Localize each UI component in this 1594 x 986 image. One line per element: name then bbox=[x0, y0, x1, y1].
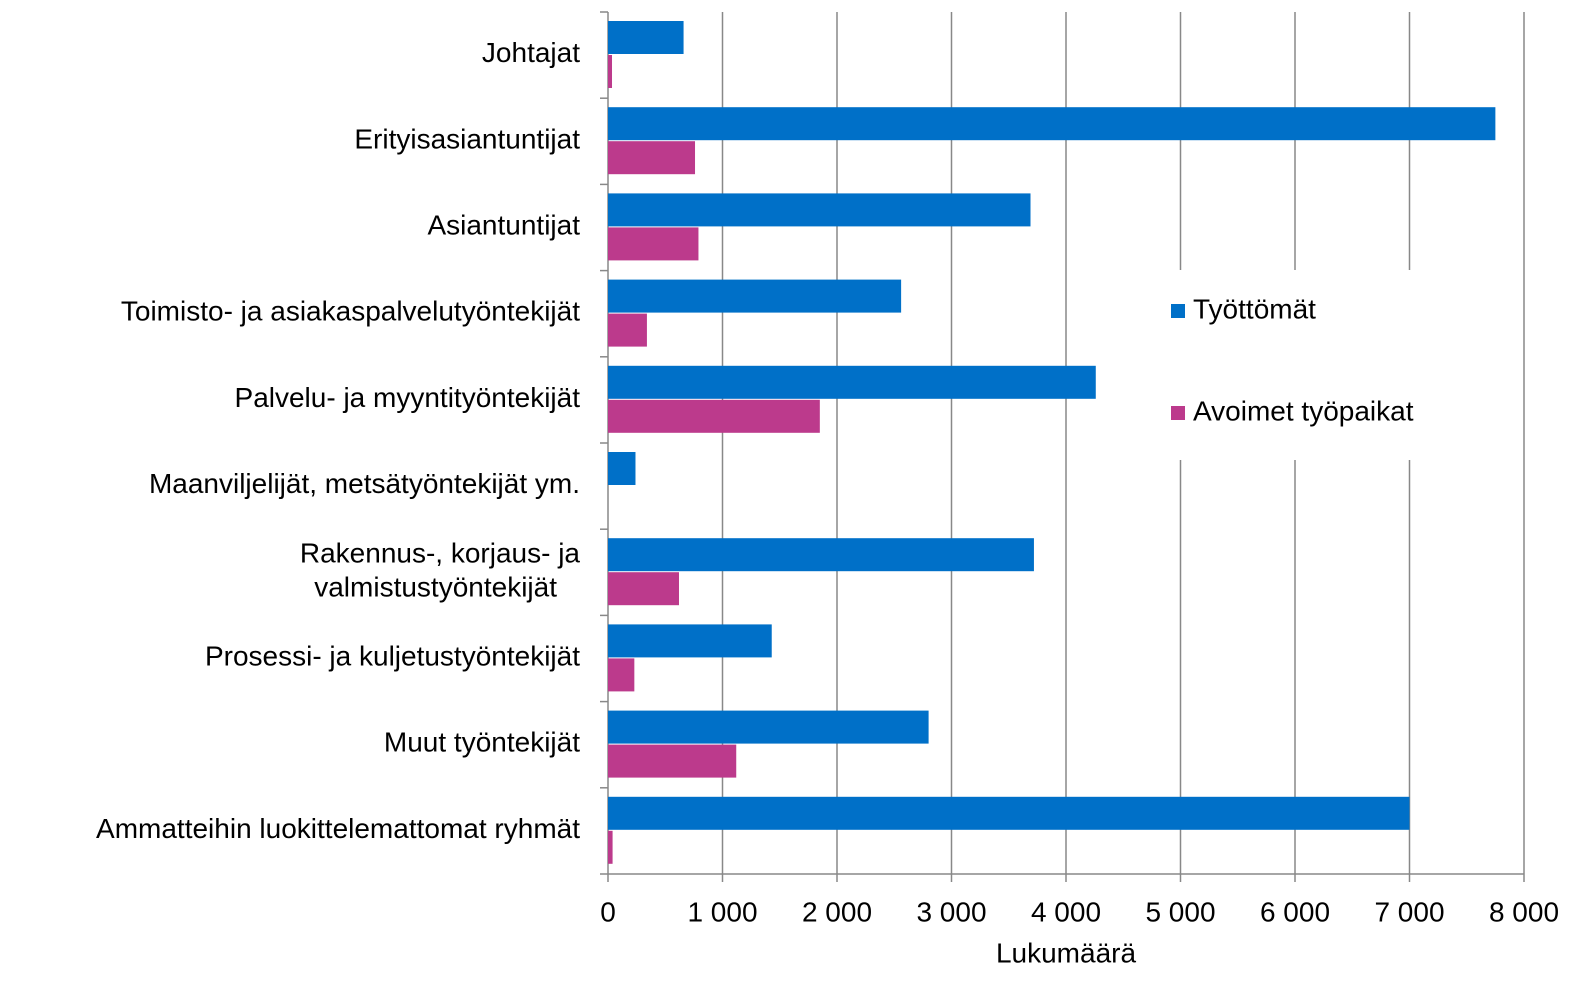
y-tick-label: Prosessi- ja kuljetustyöntekijät bbox=[205, 641, 580, 672]
x-axis-title: Lukumäärä bbox=[996, 937, 1137, 968]
bar bbox=[608, 107, 1496, 141]
y-tick-label: Erityisasiantuntijat bbox=[354, 124, 580, 155]
bar bbox=[608, 193, 1031, 227]
y-tick-label: Rakennus-, korjaus- ja valmistustyöntekij… bbox=[300, 538, 581, 603]
bar bbox=[608, 141, 696, 175]
x-tick-label: 3 000 bbox=[916, 896, 986, 927]
y-tick-label: Asiantuntijat bbox=[427, 210, 580, 241]
y-tick-label: Ammatteihin luokittelemattomat ryhmät bbox=[96, 813, 580, 844]
bar bbox=[608, 572, 679, 606]
x-tick-label: 1 000 bbox=[687, 896, 757, 927]
x-tick-label: 0 bbox=[600, 896, 616, 927]
bar bbox=[608, 796, 1410, 830]
legend-box bbox=[1160, 270, 1460, 460]
bar bbox=[608, 452, 636, 485]
legend-swatch bbox=[1171, 406, 1185, 420]
y-tick-label: Palvelu- ja myyntityöntekijät bbox=[235, 382, 581, 413]
bar bbox=[608, 624, 772, 658]
x-tick-label: 2 000 bbox=[802, 896, 872, 927]
bar bbox=[608, 744, 737, 778]
x-tick-label: 8 000 bbox=[1489, 896, 1559, 927]
y-tick-label: Toimisto- ja asiakaspalvelutyöntekijät bbox=[121, 296, 580, 327]
x-tick-label: 7 000 bbox=[1374, 896, 1444, 927]
legend-label: Työttömät bbox=[1193, 293, 1316, 324]
bar bbox=[608, 830, 613, 864]
legend-swatch bbox=[1171, 304, 1185, 318]
x-tick-label: 6 000 bbox=[1260, 896, 1330, 927]
bar bbox=[608, 710, 929, 744]
bar bbox=[608, 227, 699, 261]
bar bbox=[608, 365, 1096, 399]
y-tick-label: Muut työntekijät bbox=[384, 727, 580, 758]
bar bbox=[608, 658, 635, 692]
legend-label: Avoimet työpaikat bbox=[1193, 395, 1414, 426]
y-tick-label: Maanviljelijät, metsätyöntekijät ym. bbox=[149, 468, 580, 499]
bar bbox=[608, 279, 902, 313]
y-tick-label: Johtajat bbox=[482, 37, 580, 68]
x-tick-label: 4 000 bbox=[1031, 896, 1101, 927]
bar bbox=[608, 313, 647, 347]
bar bbox=[608, 21, 684, 54]
bar bbox=[608, 55, 613, 88]
bar bbox=[608, 399, 820, 433]
bar bbox=[608, 538, 1034, 572]
x-tick-label: 5 000 bbox=[1145, 896, 1215, 927]
